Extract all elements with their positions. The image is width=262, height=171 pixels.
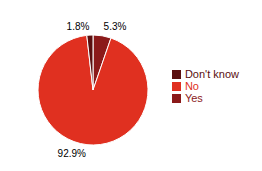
html-text:Yes: Yes <box>184 91 203 104</box>
html-text:Don't know: Don't know <box>184 67 239 80</box>
svg-text:92.9%: 92.9% <box>58 148 86 159</box>
svg-text:1.8%: 1.8% <box>67 21 90 32</box>
html-text:No: No <box>184 79 199 92</box>
svg-text:5.3%: 5.3% <box>104 21 127 32</box>
